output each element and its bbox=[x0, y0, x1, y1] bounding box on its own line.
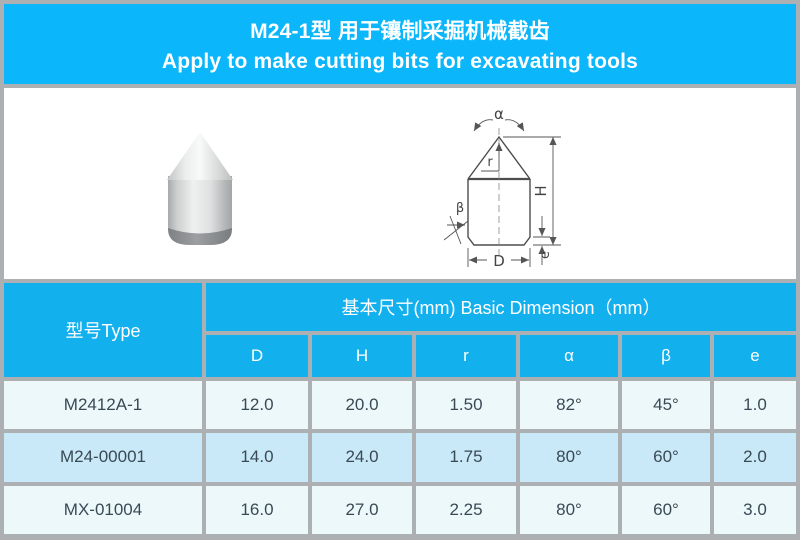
bit-cone-outline bbox=[467, 135, 531, 180]
dimension-diagram: α r β H e bbox=[443, 105, 561, 270]
alpha-label: α bbox=[494, 105, 504, 123]
beta-label: β bbox=[456, 201, 464, 216]
row-value-alpha: 82° bbox=[520, 381, 618, 430]
col-header-alpha: α bbox=[520, 335, 618, 377]
row-value-alpha: 80° bbox=[520, 485, 618, 534]
row-type: M2412A-1 bbox=[4, 381, 202, 430]
row-value-h: 20.0 bbox=[312, 381, 412, 430]
d-label: D bbox=[493, 252, 505, 270]
row-value-beta: 60° bbox=[622, 485, 710, 534]
media-row: α r β H e bbox=[4, 88, 796, 279]
col-header-r: r bbox=[416, 335, 516, 377]
row-value-d: 12.0 bbox=[206, 381, 308, 430]
r-label: r bbox=[487, 155, 493, 170]
row-value-e: 2.0 bbox=[714, 433, 796, 482]
h-label: H bbox=[532, 185, 550, 196]
col-header-d: D bbox=[206, 335, 308, 377]
col-header-h: H bbox=[312, 335, 412, 377]
beta-line-2 bbox=[449, 215, 462, 245]
row-value-beta: 45° bbox=[622, 381, 710, 430]
header-basic-dimension: 基本尺寸(mm) Basic Dimension（mm） bbox=[206, 283, 796, 331]
photo-cylinder bbox=[168, 176, 232, 245]
row-value-h: 24.0 bbox=[312, 433, 412, 482]
row-value-e: 1.0 bbox=[714, 381, 796, 430]
row-type: MX-01004 bbox=[4, 485, 202, 534]
row-value-d: 16.0 bbox=[206, 485, 308, 534]
alpha-arc-right bbox=[504, 119, 525, 132]
page-title-en: Apply to make cutting bits for excavatin… bbox=[161, 49, 639, 73]
row-value-r: 2.25 bbox=[416, 485, 516, 534]
product-photo bbox=[167, 132, 233, 245]
row-type: M24-00001 bbox=[4, 433, 202, 482]
page-title-zh: M24-1型 用于镶制采掘机械截齿 bbox=[250, 19, 550, 43]
e-label: e bbox=[538, 251, 553, 259]
photo-base-band bbox=[168, 228, 232, 245]
row-value-beta: 60° bbox=[622, 433, 710, 482]
spec-table: 型号Type 基本尺寸(mm) Basic Dimension（mm） D H … bbox=[4, 283, 796, 534]
row-value-alpha: 80° bbox=[520, 433, 618, 482]
row-value-d: 14.0 bbox=[206, 433, 308, 482]
col-header-e: e bbox=[714, 335, 796, 377]
row-value-e: 3.0 bbox=[714, 485, 796, 534]
col-header-type: 型号Type bbox=[4, 283, 202, 377]
alpha-arc-left bbox=[473, 119, 494, 132]
row-value-h: 27.0 bbox=[312, 485, 412, 534]
photo-cone-tip bbox=[167, 132, 233, 180]
col-header-beta: β bbox=[622, 335, 710, 377]
title-banner: M24-1型 用于镶制采掘机械截齿 Apply to make cutting … bbox=[4, 4, 796, 84]
media-canvas: α r β H e bbox=[167, 105, 561, 270]
row-value-r: 1.75 bbox=[416, 433, 516, 482]
row-value-r: 1.50 bbox=[416, 381, 516, 430]
